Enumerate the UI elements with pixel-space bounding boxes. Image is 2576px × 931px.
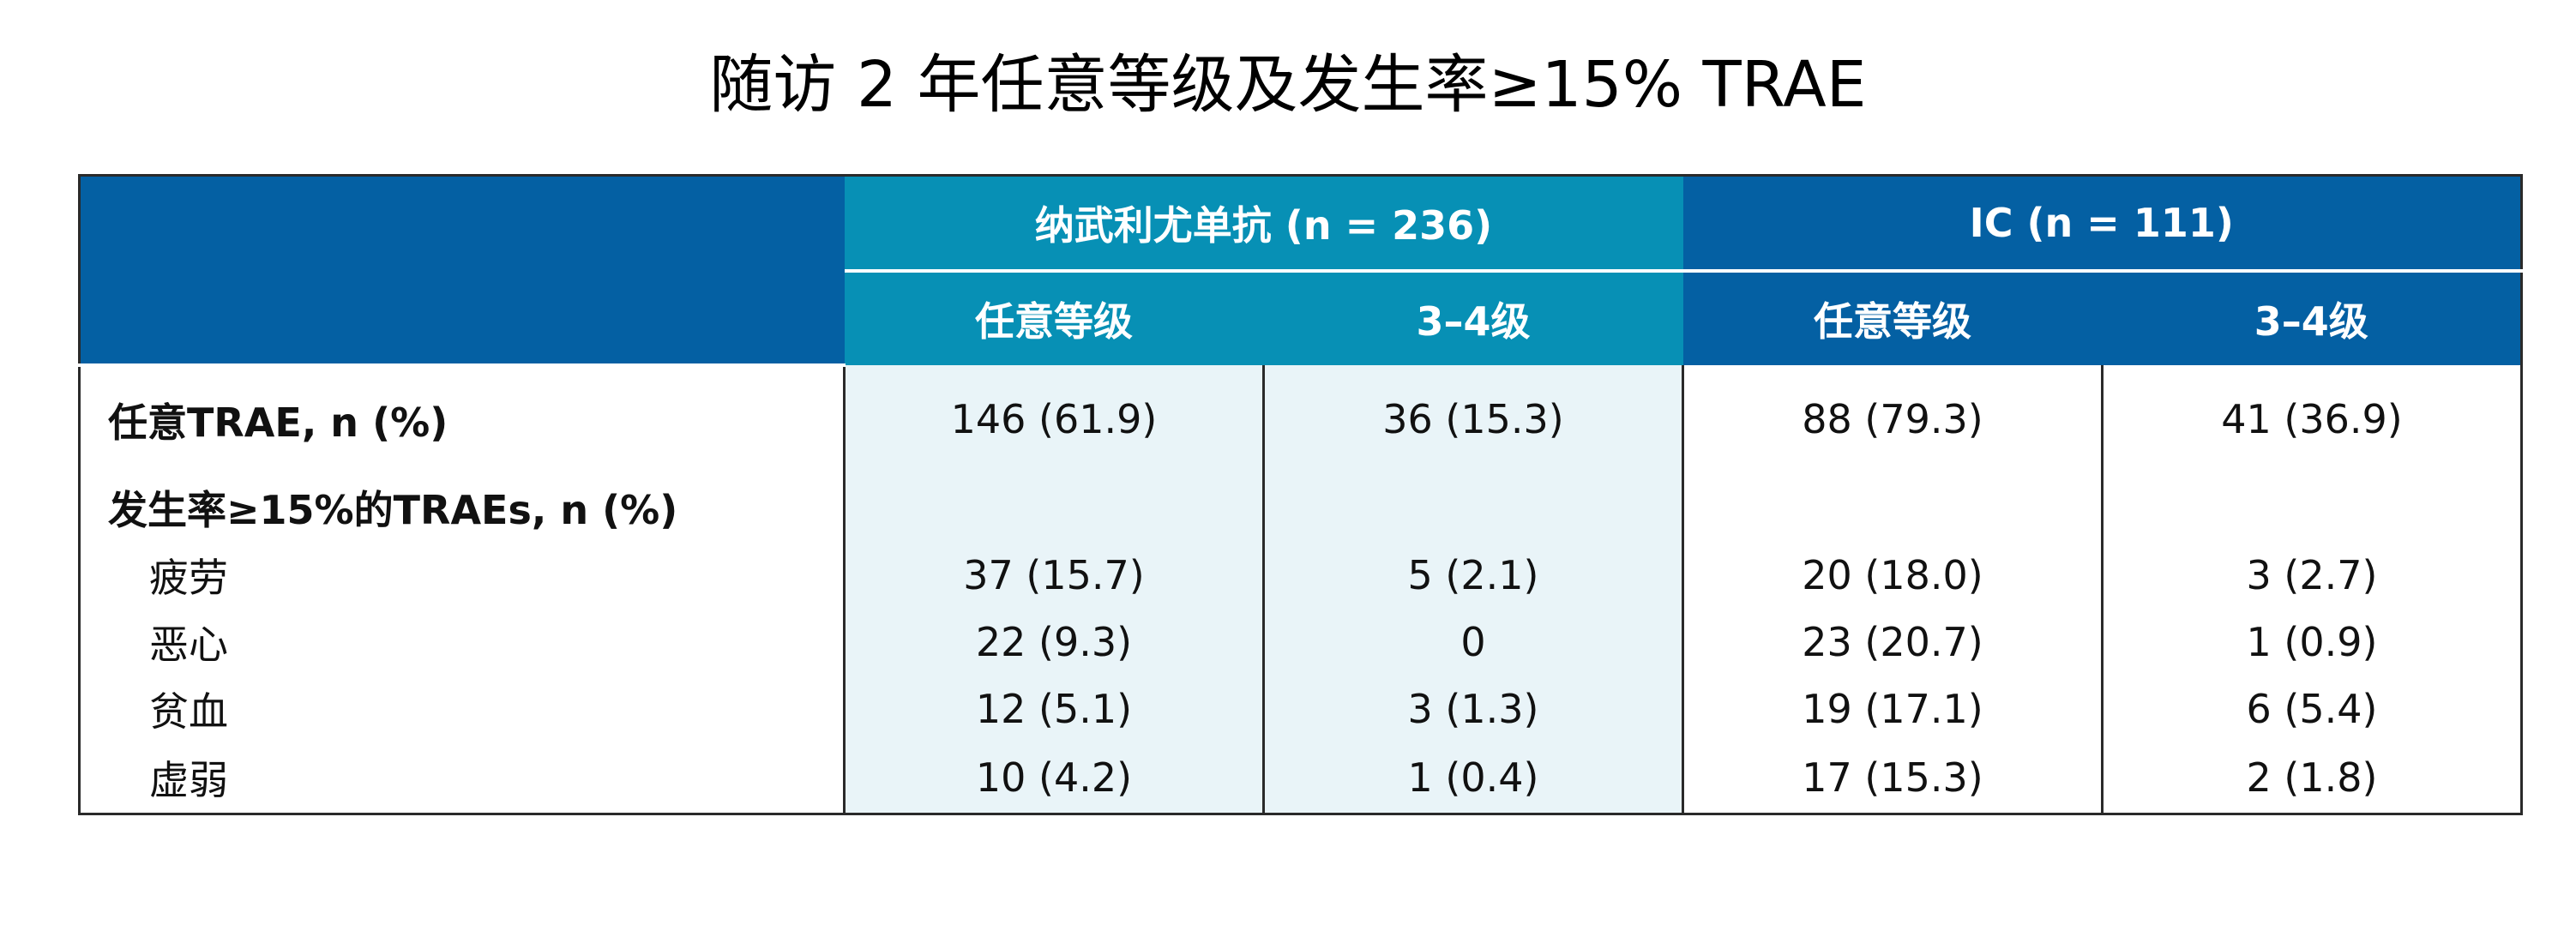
header-nivo-grade-3-4: 3–4级 (1263, 271, 1683, 365)
header-blank-cell (79, 175, 845, 367)
cell-value: 1 (0.9) (2101, 609, 2522, 676)
header-group-nivolumab: 纳武利尤单抗 (n = 236) (844, 175, 1683, 273)
cell-value: 10 (4.2) (843, 742, 1264, 814)
cell-value: 0 (1262, 609, 1683, 676)
header-group-ic: IC (n = 111) (1682, 175, 2522, 273)
cell-value: 5 (2.1) (1262, 542, 1683, 609)
cell-value: 22 (9.3) (843, 609, 1264, 676)
page-title: 随访 2 年任意等级及发生率≥15% TRAE (709, 48, 1867, 122)
table-row: 疲劳 37 (15.7) 5 (2.1) 20 (18.0) 3 (2.7) (80, 542, 2522, 609)
cell-value: 12 (5.1) (843, 676, 1264, 742)
header-nivo-any-grade: 任意等级 (844, 271, 1264, 365)
header-row-groups: 纳武利尤单抗 (n = 236) IC (n = 111) (79, 175, 2522, 367)
cell-value: 19 (17.1) (1682, 676, 2103, 742)
row-label: 疲劳 (149, 555, 228, 601)
cell-value: 37 (15.7) (843, 542, 1264, 609)
cell-value: 1 (0.4) (1262, 742, 1683, 814)
row-label: 恶心 (149, 622, 228, 668)
table-row-section: 发生率≥15%的TRAEs, n (%) (80, 473, 2522, 542)
table-row-any-trae: 任意TRAE, n (%) 146 (61.9) 36 (15.3) 88 (7… (80, 365, 2522, 473)
cell-value: 6 (5.4) (2101, 676, 2522, 742)
cell-value: 3 (2.7) (2101, 542, 2522, 609)
cell-value: 88 (79.3) (1682, 365, 2103, 473)
cell-value: 41 (36.9) (2101, 365, 2522, 473)
cell-value: 36 (15.3) (1262, 365, 1683, 473)
section-label: 发生率≥15%的TRAEs, n (%) (108, 487, 678, 533)
row-label: 虚弱 (149, 757, 228, 803)
cell-value: 17 (15.3) (1682, 742, 2103, 814)
row-label: 贫血 (149, 688, 228, 735)
header-row-grades: 任意等级 3–4级 任意等级 3–4级 (80, 271, 2522, 365)
header-ic-any-grade: 任意等级 (1682, 271, 2103, 365)
cell-value: 20 (18.0) (1682, 542, 2103, 609)
cell-value: 146 (61.9) (843, 365, 1264, 473)
row-label: 任意TRAE, n (%) (108, 399, 448, 446)
table-row: 虚弱 10 (4.2) 1 (0.4) 17 (15.3) 2 (1.8) (80, 742, 2522, 814)
table-row: 恶心 22 (9.3) 0 23 (20.7) 1 (0.9) (80, 609, 2522, 676)
header-ic-grade-3-4: 3–4级 (2102, 271, 2522, 365)
cell-value: 3 (1.3) (1262, 676, 1683, 742)
table-row: 贫血 12 (5.1) 3 (1.3) 19 (17.1) 6 (5.4) (80, 676, 2522, 742)
cell-value: 2 (1.8) (2101, 742, 2522, 814)
cell-value: 23 (20.7) (1682, 609, 2103, 676)
trae-table: 纳武利尤单抗 (n = 236) IC (n = 111) 任意等级 3–4级 … (78, 174, 2523, 815)
